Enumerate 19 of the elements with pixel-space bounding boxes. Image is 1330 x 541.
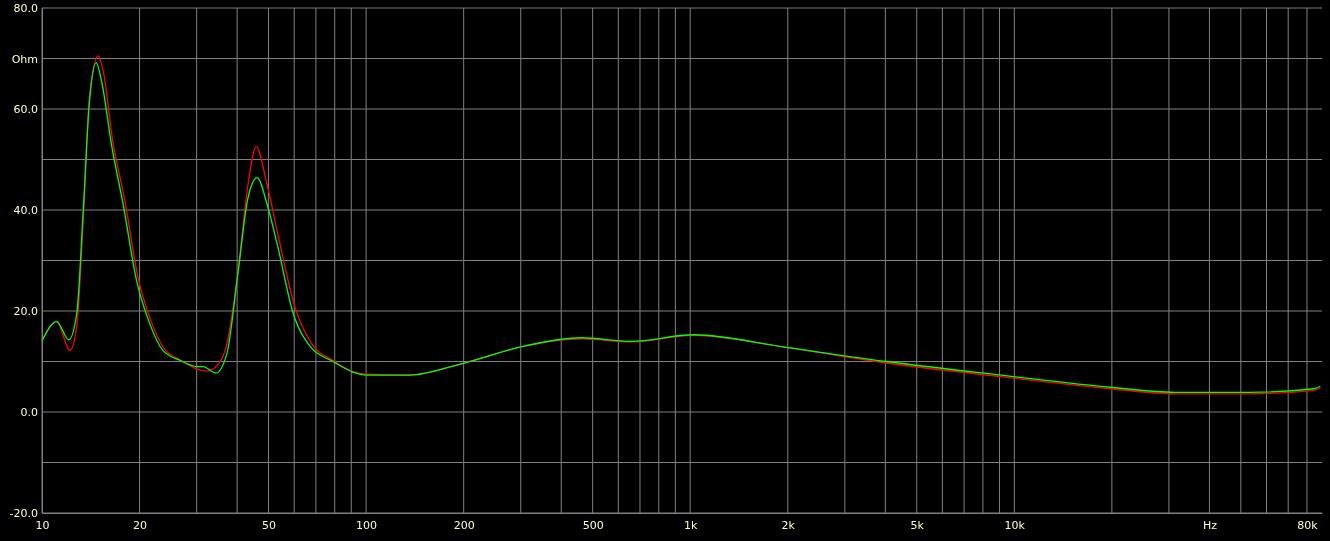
y-tick-label: -20.0: [9, 507, 38, 521]
x-tick-label: 10k: [1004, 518, 1026, 532]
x-tick-label: 200: [453, 518, 475, 532]
x-tick-label: 500: [582, 518, 604, 532]
x-tick-label: 5k: [910, 518, 925, 532]
x-tick-label: Hz: [1202, 518, 1218, 532]
y-tick-label: Ohm: [11, 52, 38, 66]
y-tick-label: 60.0: [13, 103, 38, 117]
y-tick-label: 0.0: [20, 406, 38, 420]
y-tick-label: 40.0: [13, 204, 38, 218]
x-tick-label: 80k: [1297, 518, 1319, 532]
x-tick-label: 100: [356, 518, 378, 532]
x-tick-label: 1k: [684, 518, 699, 532]
y-tick-label: 80.0: [13, 2, 38, 16]
x-tick-label: 2k: [781, 518, 796, 532]
x-tick-label: 10: [35, 518, 50, 532]
y-tick-label: 20.0: [13, 305, 38, 319]
x-tick-label: 20: [133, 518, 148, 532]
x-tick-label: 50: [262, 518, 277, 532]
